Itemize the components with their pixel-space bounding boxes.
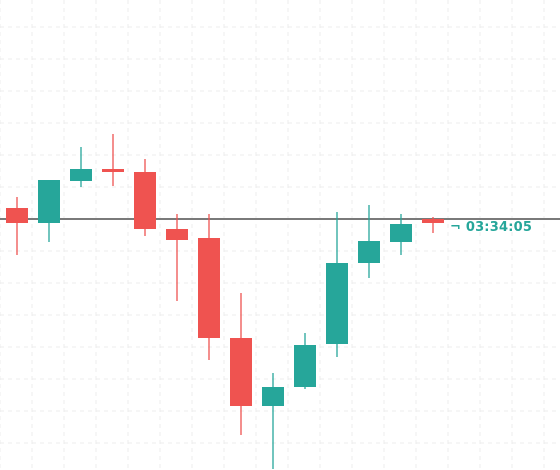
candle-body-down — [134, 172, 156, 229]
candle — [294, 333, 316, 389]
candle — [422, 217, 444, 233]
candle-body-up — [70, 169, 92, 181]
candle — [230, 293, 252, 435]
candle — [358, 205, 380, 278]
candle — [390, 214, 412, 255]
candle-body-down — [230, 338, 252, 406]
candle-body-up — [358, 241, 380, 263]
candle-body-up — [326, 263, 348, 344]
candle-body-up — [294, 345, 316, 387]
candle-body-down — [422, 219, 444, 223]
candle — [70, 147, 92, 187]
candle-body-down — [102, 169, 124, 172]
candle — [198, 214, 220, 360]
candle — [326, 212, 348, 357]
candle — [166, 214, 188, 301]
candle-body-up — [262, 387, 284, 406]
candle-body-down — [198, 238, 220, 338]
candles-layer — [6, 134, 444, 469]
candle — [134, 159, 156, 236]
candle — [6, 197, 28, 255]
bar-countdown-label: ¬ 03:34:05 — [450, 220, 533, 235]
candle-body-up — [390, 224, 412, 242]
candle-body-down — [166, 229, 188, 240]
candle — [102, 134, 124, 186]
candle-body-up — [38, 180, 60, 223]
candle — [262, 373, 284, 469]
candle-body-down — [6, 208, 28, 223]
candle — [38, 180, 60, 242]
